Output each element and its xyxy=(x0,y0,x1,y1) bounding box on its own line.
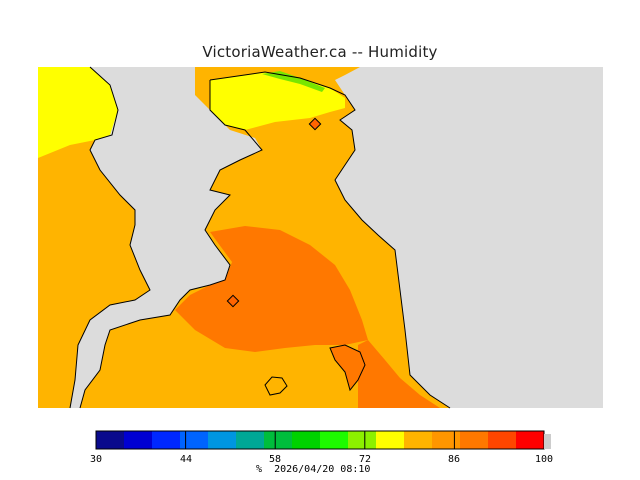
legend-tick-label: 100 xyxy=(534,454,554,465)
water-saanich-inlet xyxy=(70,67,262,408)
coastline xyxy=(69,66,151,409)
legend-color-swatch xyxy=(320,431,349,449)
station-marker-harbour[interactable] xyxy=(226,294,240,308)
legend-unit-timestamp: % 2026/04/20 08:10 xyxy=(256,464,370,475)
legend-tick-label: 30 xyxy=(89,454,103,465)
island xyxy=(264,376,288,396)
legend-color-swatch xyxy=(124,431,153,449)
legend-color-swatch xyxy=(208,431,237,449)
legend-color-swatch xyxy=(516,431,545,449)
legend-tick-label: 86 xyxy=(447,454,461,465)
legend-color-swatch xyxy=(432,431,461,449)
legend-tick-label: 44 xyxy=(179,454,193,465)
legend-color-swatch xyxy=(180,431,209,449)
legend-color-swatch xyxy=(348,431,377,449)
legend-color-swatch xyxy=(264,431,293,449)
legend-unit: % xyxy=(256,464,263,475)
humidity-zone-yellow-west xyxy=(38,67,118,158)
legend-color-swatch xyxy=(404,431,433,449)
legend-color-swatch xyxy=(488,431,517,449)
legend-color-swatch xyxy=(376,431,405,449)
humidity-zone-orange-southeast xyxy=(358,340,440,408)
legend-tick-label: 58 xyxy=(268,454,282,465)
map-title: VictoriaWeather.ca -- Humidity xyxy=(202,43,438,61)
legend-color-swatch xyxy=(236,431,265,449)
island-south xyxy=(329,344,366,392)
water-haro-strait xyxy=(335,67,603,408)
humidity-zone-orange xyxy=(175,226,368,352)
legend-color-bar xyxy=(95,431,545,449)
coastline-inlet xyxy=(79,80,263,409)
station-marker-north[interactable] xyxy=(308,117,322,131)
legend-color-swatch xyxy=(152,431,181,449)
humidity-zone-green xyxy=(262,71,325,92)
legend-tick-label: 72 xyxy=(358,454,372,465)
legend-bar-shadow xyxy=(544,434,551,449)
timestamp: 2026/04/20 08:10 xyxy=(274,464,371,475)
legend-color-swatch xyxy=(96,431,125,449)
coastline-peninsula xyxy=(209,71,451,409)
legend-color-swatch xyxy=(292,431,321,449)
legend-color-swatch xyxy=(460,431,489,449)
